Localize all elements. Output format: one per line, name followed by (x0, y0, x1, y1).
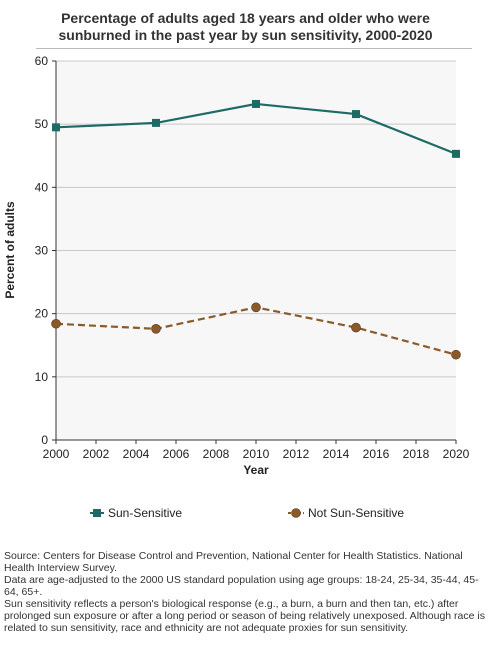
chart-title: Percentage of adults aged 18 years and o… (0, 10, 491, 44)
y-tick-label-10: 10 (35, 370, 49, 384)
x-tick-label-2018: 2018 (403, 447, 430, 461)
x-tick-label-2006: 2006 (163, 447, 190, 461)
chart-title-line-2: sunburned in the past year by sun sensit… (58, 27, 433, 43)
footnotes: Source: Centers for Disease Control and … (4, 550, 488, 634)
footnote-source: Source: Centers for Disease Control and … (4, 550, 463, 574)
x-tick-label-2002: 2002 (83, 447, 110, 461)
gridlines (56, 60, 456, 378)
data-point-not-sun-sensitive-2010[interactable] (251, 302, 261, 313)
x-tick-label-2008: 2008 (203, 447, 230, 461)
x-tick-label-2014: 2014 (323, 447, 350, 461)
x-axis-label: Year (243, 463, 269, 477)
data-point-sun-sensitive-2005[interactable] (152, 118, 160, 127)
square-marker-icon (90, 509, 104, 517)
x-tick-label-2004: 2004 (123, 447, 150, 461)
legend-label-not-sun-sensitive: Not Sun-Sensitive (308, 506, 405, 520)
y-tick-label-30: 30 (35, 244, 49, 258)
footnote-sun-sensitivity: Sun sensitivity reflects a person's biol… (4, 598, 485, 634)
data-point-sun-sensitive-2010[interactable] (252, 99, 260, 108)
y-tick-label-0: 0 (41, 433, 48, 447)
y-tick-label-40: 40 (35, 180, 49, 194)
y-tick-label-50: 50 (35, 117, 49, 131)
x-axis-ticks: 2000 2002 2004 2006 2008 2010 2012 2014 2016 2018… (43, 440, 470, 461)
circle-marker-icon (288, 508, 304, 518)
data-point-sun-sensitive-2020[interactable] (452, 149, 460, 158)
data-point-not-sun-sensitive-2005[interactable] (151, 324, 161, 334)
data-point-not-sun-sensitive-2020[interactable] (451, 349, 461, 360)
y-axis-ticks: 0 10 20 30 40 50 60 (35, 54, 56, 447)
x-tick-label-2020: 2020 (443, 447, 470, 461)
x-tick-label-2012: 2012 (283, 447, 310, 461)
title-divider (36, 48, 472, 49)
legend-item-not-sun-sensitive[interactable]: Not Sun-Sensitive (288, 506, 404, 520)
series-group (51, 99, 461, 360)
data-point-not-sun-sensitive-2000[interactable] (51, 318, 61, 329)
legend-label-sun-sensitive: Sun-Sensitive (108, 506, 183, 520)
data-point-sun-sensitive-2015[interactable] (352, 110, 360, 119)
legend: Sun-Sensitive Not Sun-Sensitive (0, 506, 491, 524)
chart-title-line-1: Percentage of adults aged 18 years and o… (61, 10, 430, 26)
y-axis-label: Percent of adults (3, 201, 17, 299)
y-tick-label-20: 20 (35, 307, 49, 321)
legend-item-sun-sensitive[interactable]: Sun-Sensitive (90, 506, 182, 520)
data-point-not-sun-sensitive-2015[interactable] (351, 322, 361, 333)
x-tick-label-2000: 2000 (43, 447, 70, 461)
x-tick-label-2010: 2010 (243, 447, 270, 461)
footnote-age-adjustment: Data are age-adjusted to the 2000 US sta… (4, 574, 479, 598)
y-tick-label-60: 60 (35, 54, 49, 68)
data-point-sun-sensitive-2000[interactable] (52, 123, 60, 132)
x-tick-label-2016: 2016 (363, 447, 390, 461)
